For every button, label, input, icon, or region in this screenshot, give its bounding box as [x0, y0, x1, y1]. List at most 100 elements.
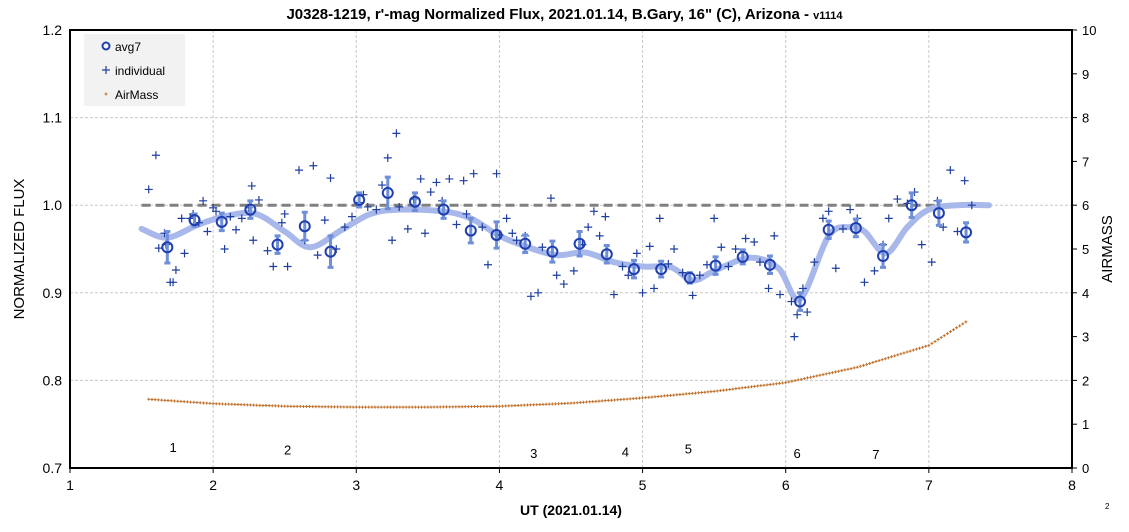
airmass-point	[392, 405, 396, 409]
individual-point	[232, 225, 241, 234]
airmass-point	[485, 404, 489, 408]
y-tick-label: 1.0	[43, 197, 63, 213]
airmass-point	[525, 403, 529, 407]
individual-point	[790, 332, 799, 341]
avg7-point	[877, 250, 890, 263]
individual-point	[538, 243, 547, 252]
airmass-point	[367, 405, 371, 409]
individual-point	[601, 212, 610, 221]
airmass-point	[519, 403, 523, 407]
airmass-point	[650, 395, 654, 399]
airmass-point	[781, 381, 785, 385]
airmass-point	[693, 391, 697, 395]
individual-point	[263, 246, 272, 255]
avg7-errorbar	[935, 199, 942, 227]
avg7-point	[408, 195, 421, 208]
airmass-point	[893, 354, 897, 358]
airmass-point	[908, 349, 912, 353]
individual-point	[717, 243, 726, 252]
plot-border	[69, 29, 1073, 469]
avg7-point	[519, 237, 532, 250]
airmass-point	[846, 367, 850, 371]
airmass-point	[429, 405, 433, 409]
airmass-point	[572, 401, 576, 405]
airmass-point	[233, 402, 237, 406]
individual-point	[960, 176, 969, 185]
airmass-point	[182, 400, 186, 404]
airmass-point	[858, 364, 862, 368]
individual-point	[595, 231, 604, 240]
y-tick-label: 1.1	[43, 110, 63, 126]
avg7-errorbar	[164, 229, 171, 265]
airmass-point	[326, 405, 330, 409]
airmass-point	[840, 369, 844, 373]
airmass-point	[169, 399, 173, 403]
airmass-point	[563, 401, 567, 405]
airmass-point	[507, 404, 511, 408]
airmass-point	[398, 405, 402, 409]
airmass-point	[613, 398, 617, 402]
airmass-point	[448, 405, 452, 409]
airmass-point	[880, 358, 884, 362]
airmass-point	[802, 377, 806, 381]
airmass-point	[163, 398, 167, 402]
airmass-point	[473, 405, 477, 409]
individual-point	[755, 258, 764, 267]
airmass-point	[768, 382, 772, 386]
airmass-point	[852, 366, 856, 370]
airmass-point	[189, 400, 193, 404]
airmass-point	[504, 404, 508, 408]
x-tick-label: 6	[782, 477, 790, 493]
airmass-point	[382, 405, 386, 409]
airmass-point	[740, 386, 744, 390]
airmass-point	[280, 404, 284, 408]
airmass-point	[317, 405, 321, 409]
airmass-point	[945, 332, 949, 336]
airmass-point	[547, 402, 551, 406]
airmass-point	[469, 405, 473, 409]
individual-point	[741, 234, 750, 243]
x-tick-label: 2	[209, 477, 217, 493]
airmass-point	[746, 385, 750, 389]
airmass-point	[843, 368, 847, 372]
airmass-point	[715, 389, 719, 393]
individual-point	[383, 153, 392, 162]
airmass-point	[195, 401, 199, 405]
airmass-point	[214, 402, 218, 406]
individual-point	[632, 249, 641, 258]
individual-point	[688, 291, 697, 300]
avg7-point	[794, 295, 807, 308]
airmass-point	[918, 346, 922, 350]
airmass-point	[541, 402, 545, 406]
airmass-point	[220, 402, 224, 406]
individual-point	[388, 236, 397, 245]
avg7-point	[490, 228, 503, 241]
individual-point	[793, 310, 802, 319]
airmass-point	[865, 362, 869, 366]
airmass-point	[544, 402, 548, 406]
y2-tick-label: 0	[1082, 461, 1089, 476]
airmass-point	[482, 404, 486, 408]
airmass-point	[566, 401, 570, 405]
airmass-point	[812, 375, 816, 379]
x-axis-label: UT (2021.01.14)	[520, 502, 622, 518]
legend-airmass-label: AirMass	[115, 88, 158, 102]
avg7-point	[627, 263, 640, 276]
airmass-point	[921, 345, 925, 349]
airmass-point	[784, 381, 788, 385]
airmass-point	[827, 371, 831, 375]
avg7-point	[271, 238, 284, 251]
airmass-point	[445, 405, 449, 409]
airmass-point	[289, 404, 293, 408]
individual-point	[326, 174, 335, 183]
airmass-point	[150, 397, 154, 401]
airmass-point	[357, 405, 361, 409]
individual-point	[295, 166, 304, 175]
individual-point	[378, 181, 387, 190]
airmass-point	[501, 404, 505, 408]
airmass-point	[896, 353, 900, 357]
individual-point	[144, 185, 153, 194]
airmass-point	[890, 355, 894, 359]
avg7-point	[655, 263, 668, 276]
airmass-point	[871, 360, 875, 364]
